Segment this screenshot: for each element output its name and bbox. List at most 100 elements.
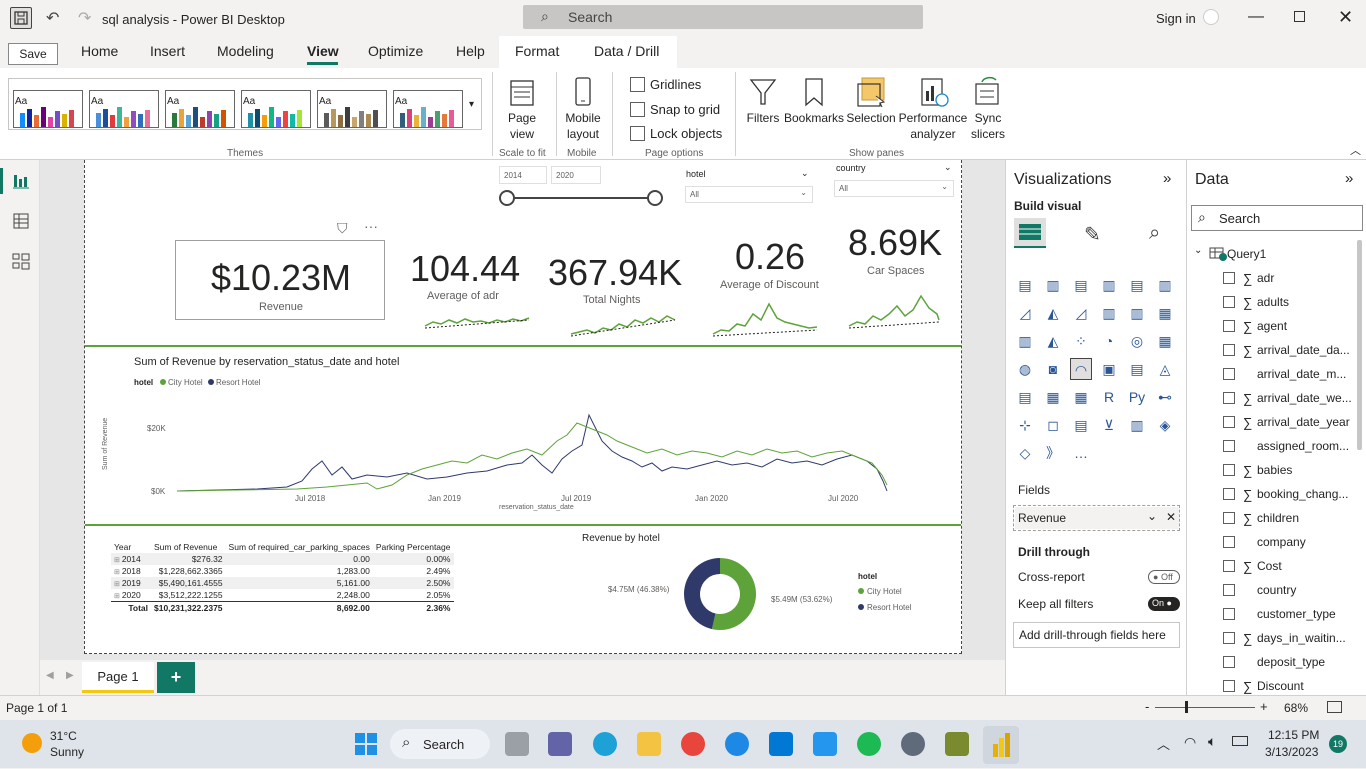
clock-time[interactable]: 12:15 PM bbox=[1268, 728, 1320, 742]
field-checkbox[interactable] bbox=[1223, 392, 1235, 404]
field-list-item[interactable]: ∑ Discount bbox=[1223, 674, 1363, 698]
spotify-icon[interactable] bbox=[857, 732, 881, 756]
year-to-box[interactable]: 2020 bbox=[551, 166, 601, 184]
field-checkbox[interactable] bbox=[1223, 464, 1235, 476]
restore-button[interactable] bbox=[1294, 11, 1305, 22]
performance-analyzer-button[interactable]: Performance analyzer bbox=[898, 74, 968, 150]
field-checkbox[interactable] bbox=[1223, 272, 1235, 284]
bookmarks-pane-button[interactable]: Bookmarks bbox=[784, 74, 844, 134]
viz-type-icon[interactable]: ▣ bbox=[1102, 361, 1116, 377]
volume-icon[interactable]: 🔈︎ bbox=[1208, 733, 1217, 749]
viz-type-icon[interactable]: ▤ bbox=[1018, 389, 1032, 405]
theme-swatch[interactable]: Aa bbox=[13, 90, 83, 128]
viz-type-icon[interactable]: ▥ bbox=[1102, 277, 1116, 293]
tab-home[interactable]: Home bbox=[81, 43, 119, 59]
avatar[interactable] bbox=[1203, 9, 1219, 25]
help-icon[interactable] bbox=[725, 732, 749, 756]
field-checkbox[interactable] bbox=[1223, 488, 1235, 500]
analytics-icon[interactable]: ⌕ bbox=[1149, 222, 1161, 244]
field-checkbox[interactable] bbox=[1223, 632, 1235, 644]
tab-optimize[interactable]: Optimize bbox=[368, 43, 424, 59]
year-from-box[interactable]: 2014 bbox=[499, 166, 547, 184]
field-list-item[interactable]: deposit_type bbox=[1223, 650, 1363, 674]
viz-type-icon[interactable]: ▥ bbox=[1018, 333, 1032, 349]
viz-type-icon[interactable]: ▥ bbox=[1102, 305, 1116, 321]
viz-type-icon[interactable]: ⊹ bbox=[1019, 417, 1031, 433]
save-icon[interactable] bbox=[10, 7, 32, 29]
viz-type-icon[interactable]: ◿ bbox=[1075, 305, 1087, 321]
viz-type-icon[interactable]: ▤ bbox=[1018, 277, 1032, 293]
start-icon[interactable] bbox=[355, 733, 377, 755]
table-expand-icon[interactable]: ⌄ bbox=[1194, 245, 1203, 256]
revenue-table[interactable]: Year Sum of Revenue Sum of required_car_… bbox=[111, 541, 454, 614]
field-list-item[interactable]: ∑ arrival_date_year bbox=[1223, 410, 1363, 434]
file-explorer-icon[interactable] bbox=[637, 732, 661, 756]
tray-chevron-icon[interactable]: ︿ bbox=[1157, 737, 1171, 752]
viz-type-icon[interactable]: ◿ bbox=[1019, 305, 1031, 321]
field-list-item[interactable]: ∑ agent bbox=[1223, 314, 1363, 338]
viz-type-icon[interactable]: ▥ bbox=[1130, 305, 1144, 321]
viz-type-icon[interactable]: ◇ bbox=[1019, 445, 1031, 461]
expand-icon[interactable]: ⊞ bbox=[114, 557, 122, 564]
edge-icon[interactable] bbox=[593, 732, 617, 756]
tab-format[interactable]: Format bbox=[515, 43, 560, 59]
viz-type-icon[interactable]: ▦ bbox=[1074, 389, 1088, 405]
viz-type-icon[interactable]: ▤ bbox=[1130, 277, 1144, 293]
report-view-icon[interactable] bbox=[12, 172, 30, 190]
field-checkbox[interactable] bbox=[1223, 608, 1235, 620]
power-bi-taskbar-icon[interactable] bbox=[983, 726, 1019, 764]
page-view-button[interactable]: Page view bbox=[500, 76, 544, 142]
viz-type-icon[interactable]: ◎ bbox=[1130, 333, 1144, 349]
store-icon[interactable] bbox=[769, 732, 793, 756]
viz-type-icon[interactable]: ▥ bbox=[1130, 417, 1144, 433]
field-checkbox[interactable] bbox=[1223, 416, 1235, 428]
viz-type-icon[interactable]: Py bbox=[1128, 389, 1146, 405]
keep-filters-toggle[interactable]: On ● bbox=[1148, 597, 1180, 611]
viz-type-icon[interactable]: ▥ bbox=[1158, 277, 1172, 293]
field-list-item[interactable]: country bbox=[1223, 578, 1363, 602]
gridlines-checkbox[interactable] bbox=[630, 77, 645, 92]
field-list-item[interactable]: ∑ adults bbox=[1223, 290, 1363, 314]
viz-type-icon[interactable]: ▦ bbox=[1158, 305, 1172, 321]
theme-swatch[interactable]: Aa bbox=[317, 90, 387, 128]
field-list-item[interactable]: ∑ days_in_waitin... bbox=[1223, 626, 1363, 650]
expand-icon[interactable]: ⊞ bbox=[114, 569, 122, 576]
field-list-item[interactable]: ∑ arrival_date_da... bbox=[1223, 338, 1363, 362]
viz-type-icon[interactable]: ◭ bbox=[1047, 305, 1059, 321]
table-name[interactable]: Query1 bbox=[1227, 247, 1267, 261]
theme-swatch[interactable]: Aa bbox=[165, 90, 235, 128]
field-list-item[interactable]: customer_type bbox=[1223, 602, 1363, 626]
field-checkbox[interactable] bbox=[1223, 560, 1235, 572]
zoom-slider-handle[interactable] bbox=[1185, 701, 1188, 713]
card-more-options-icon[interactable]: ··· bbox=[364, 218, 378, 234]
country-slicer-dropdown[interactable]: All ⌄ bbox=[834, 180, 954, 197]
redo-icon[interactable]: ↷ bbox=[78, 10, 92, 27]
field-list-item[interactable]: company bbox=[1223, 530, 1363, 554]
viz-type-icon[interactable]: R bbox=[1103, 389, 1115, 405]
field-checkbox[interactable] bbox=[1223, 512, 1235, 524]
viz-type-icon[interactable]: ◭ bbox=[1047, 333, 1059, 349]
search-box[interactable]: ⌕ Search bbox=[523, 5, 923, 29]
expand-icon[interactable]: ⊞ bbox=[114, 593, 122, 600]
cross-report-toggle[interactable]: ● Off bbox=[1148, 570, 1180, 584]
hotel-slicer-dropdown[interactable]: All ⌄ bbox=[685, 186, 813, 203]
fields-well[interactable] bbox=[1013, 505, 1180, 531]
field-checkbox[interactable] bbox=[1223, 656, 1235, 668]
mobile-layout-button[interactable]: Mobile layout bbox=[560, 76, 606, 142]
lock-objects-checkbox[interactable] bbox=[630, 126, 645, 141]
viz-type-icon[interactable]: ◻ bbox=[1047, 417, 1059, 433]
viz-type-icon[interactable]: ▤ bbox=[1074, 417, 1088, 433]
themes-more-button[interactable]: ▾ bbox=[469, 99, 475, 110]
viz-type-icon[interactable]: ⁘ bbox=[1075, 333, 1087, 349]
theme-swatch[interactable]: Aa bbox=[241, 90, 311, 128]
selection-pane-button[interactable]: Selection bbox=[846, 74, 896, 134]
viz-type-icon[interactable]: ◍ bbox=[1018, 361, 1032, 377]
chrome-icon[interactable] bbox=[681, 732, 705, 756]
theme-swatch[interactable]: Aa bbox=[393, 90, 463, 128]
field-checkbox[interactable] bbox=[1223, 320, 1235, 332]
filters-pane-button[interactable]: Filters bbox=[744, 74, 782, 134]
zoom-in-button[interactable]: + bbox=[1260, 699, 1268, 714]
model-view-icon[interactable] bbox=[12, 252, 30, 270]
collapse-viz-pane-icon[interactable]: » bbox=[1163, 170, 1172, 187]
build-visual-tab[interactable] bbox=[1014, 218, 1046, 248]
